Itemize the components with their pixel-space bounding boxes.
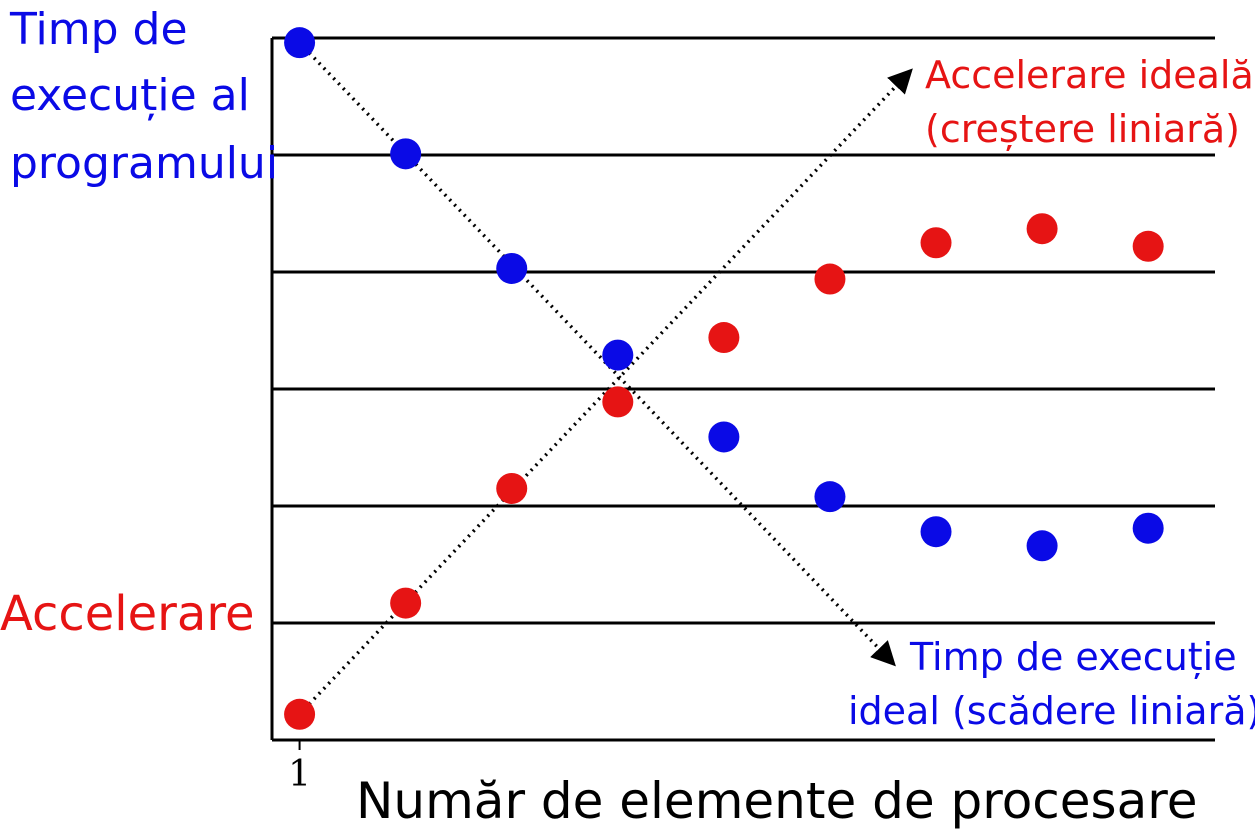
data-point	[1026, 530, 1058, 562]
data-point	[708, 421, 740, 453]
data-point	[920, 516, 952, 548]
x-tick-label: 1	[288, 754, 311, 795]
x-axis-title: Număr de elemente de procesare	[356, 772, 1197, 830]
data-point	[602, 386, 634, 418]
ideal-line	[298, 41, 896, 667]
data-point	[1132, 230, 1164, 262]
data-point	[708, 322, 740, 354]
data-point	[390, 587, 422, 619]
series-label: execuție al	[10, 70, 250, 121]
ideal-line	[298, 68, 913, 716]
data-point	[284, 27, 316, 59]
annotation: Timp de execuție	[909, 635, 1237, 679]
data-point	[496, 252, 528, 284]
data-point	[814, 481, 846, 513]
data-point	[496, 472, 528, 504]
data-point	[602, 339, 634, 371]
series-label: programului	[10, 138, 278, 189]
annotation: (creștere liniară)	[925, 107, 1240, 151]
data-point	[1026, 213, 1058, 245]
data-point	[920, 227, 952, 259]
series-label: Timp de	[9, 4, 188, 55]
series-label: Accelerare	[0, 586, 255, 642]
data-point	[814, 263, 846, 295]
data-point	[390, 138, 422, 170]
data-point	[284, 698, 316, 730]
annotation: Accelerare ideală	[925, 53, 1254, 97]
annotation: ideal (scădere liniară)	[848, 689, 1255, 733]
data-point	[1132, 512, 1164, 544]
